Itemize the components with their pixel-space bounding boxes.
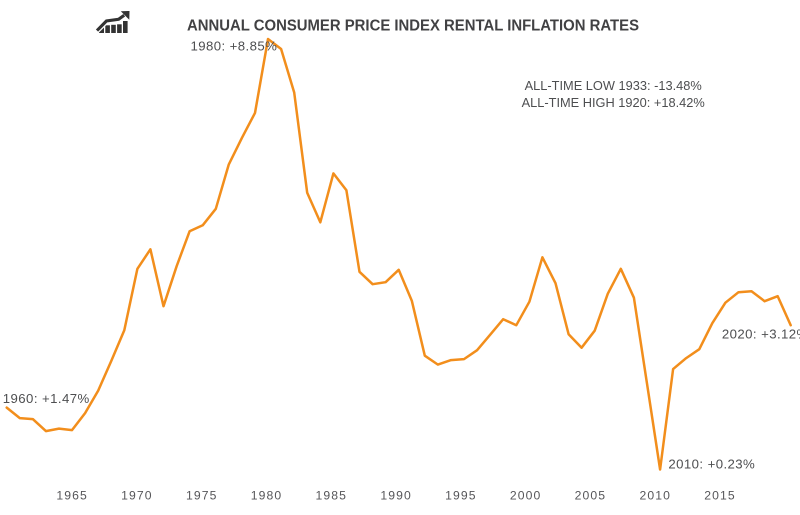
- svg-text:2015: 2015: [704, 488, 736, 502]
- svg-text:1960: +1.47%: 1960: +1.47%: [3, 391, 90, 406]
- svg-text:1965: 1965: [56, 488, 88, 502]
- svg-text:1985: 1985: [316, 488, 348, 502]
- svg-text:2005: 2005: [575, 488, 607, 502]
- svg-text:ANNUAL CONSUMER PRICE INDEX RE: ANNUAL CONSUMER PRICE INDEX RENTAL INFLA…: [187, 18, 639, 35]
- svg-text:ALL-TIME LOW 1933: -13.48%: ALL-TIME LOW 1933: -13.48%: [525, 78, 702, 93]
- svg-text:2010: +0.23%: 2010: +0.23%: [668, 457, 755, 472]
- svg-text:1975: 1975: [186, 488, 218, 502]
- svg-text:ALL-TIME HIGH 1920: +18.42%: ALL-TIME HIGH 1920: +18.42%: [522, 95, 705, 110]
- svg-text:1970: 1970: [121, 488, 153, 502]
- svg-text:1980: 1980: [251, 488, 283, 502]
- svg-text:2000: 2000: [510, 488, 542, 502]
- svg-text:1990: 1990: [380, 488, 412, 502]
- svg-text:2020: +3.12%: 2020: +3.12%: [722, 327, 800, 342]
- svg-text:1995: 1995: [445, 488, 477, 502]
- svg-text:1980: +8.85%: 1980: +8.85%: [191, 38, 278, 53]
- svg-text:2010: 2010: [639, 488, 671, 502]
